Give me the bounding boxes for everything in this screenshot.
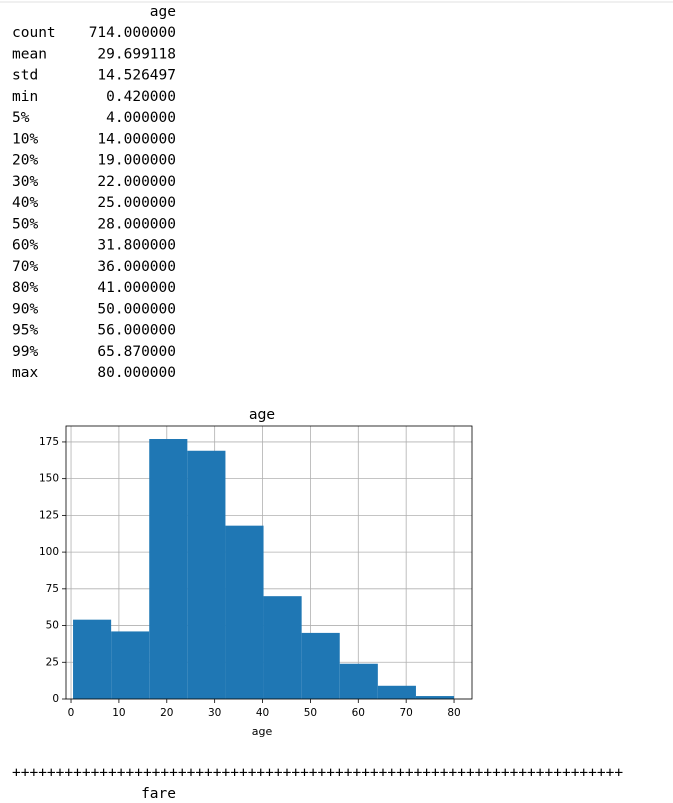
describe-table: age count 714.000000 mean 29.699118 std 14.52… — [12, 4, 176, 381]
row-value: 31.800000 — [97, 238, 176, 254]
row-label: 10% — [12, 131, 38, 147]
row-value: 4.000000 — [106, 110, 176, 126]
x-tick-label: 20 — [160, 707, 173, 719]
row-label: max — [12, 365, 38, 381]
row-label: 99% — [12, 344, 38, 360]
row-label: 95% — [12, 323, 38, 339]
y-tick-label: 75 — [46, 583, 59, 595]
histogram: age age 0 10 20 30 40 50 60 70 80 0 25 50 75 100 125 15… — [39, 407, 473, 738]
row-label: 30% — [12, 174, 38, 190]
y-tick-label: 150 — [39, 473, 59, 485]
row-label: 50% — [12, 216, 38, 232]
bar — [339, 663, 378, 699]
x-axis-label: age — [252, 725, 273, 738]
row-value: 0.420000 — [106, 89, 176, 105]
y-tick-label: 50 — [46, 620, 59, 632]
row-label: 5% — [12, 110, 30, 126]
bar — [377, 685, 416, 699]
x-tick-label: 60 — [352, 707, 365, 719]
chart-title: age — [249, 407, 275, 423]
row-value: 50.000000 — [97, 301, 176, 317]
row-label: mean — [12, 46, 47, 62]
bar — [263, 596, 302, 699]
x-tick-label: 30 — [208, 707, 221, 719]
row-value: 25.000000 — [97, 195, 176, 211]
x-tick-label: 70 — [399, 707, 412, 719]
bar — [415, 696, 455, 699]
row-value: 28.000000 — [97, 216, 176, 232]
row-value: 714.000000 — [89, 25, 176, 41]
row-label: count — [12, 25, 56, 41]
bar — [73, 619, 112, 699]
row-value: 29.699118 — [97, 46, 176, 62]
row-label: 40% — [12, 195, 38, 211]
row-value: 14.000000 — [97, 131, 176, 147]
row-label: 70% — [12, 259, 38, 275]
row-value: 65.870000 — [97, 344, 176, 360]
y-tick-label: 125 — [39, 509, 59, 521]
row-label: min — [12, 89, 38, 105]
bar — [111, 631, 150, 699]
row-value: 36.000000 — [97, 259, 176, 275]
y-tick-label: 100 — [39, 546, 59, 558]
row-value: 41.000000 — [97, 280, 176, 296]
separator: ++++++++++++++++++++++++++++++++++++++++… — [12, 765, 623, 781]
row-label: 90% — [12, 301, 38, 317]
row-value: 56.000000 — [97, 323, 176, 339]
bar — [301, 632, 340, 699]
row-value: 19.000000 — [97, 153, 176, 169]
next-header: fare — [141, 786, 176, 802]
row-label: std — [12, 68, 38, 84]
y-tick-label: 25 — [46, 656, 59, 668]
bar — [149, 439, 188, 699]
row-label: 20% — [12, 153, 38, 169]
row-label: 80% — [12, 280, 38, 296]
bar — [225, 525, 264, 699]
row-value: 14.526497 — [97, 68, 176, 84]
x-tick-label: 0 — [68, 707, 75, 719]
row-label: 60% — [12, 238, 38, 254]
row-value: 80.000000 — [97, 365, 176, 381]
x-tick-label: 50 — [304, 707, 317, 719]
axes-frame — [65, 425, 473, 700]
x-tick-label: 10 — [112, 707, 125, 719]
y-tick-label: 0 — [52, 693, 59, 705]
table-header: age — [150, 4, 176, 20]
y-tick-label: 175 — [39, 436, 59, 448]
row-value: 22.000000 — [97, 174, 176, 190]
bar — [187, 450, 226, 699]
x-tick-label: 40 — [256, 707, 269, 719]
x-tick-label: 80 — [447, 707, 460, 719]
